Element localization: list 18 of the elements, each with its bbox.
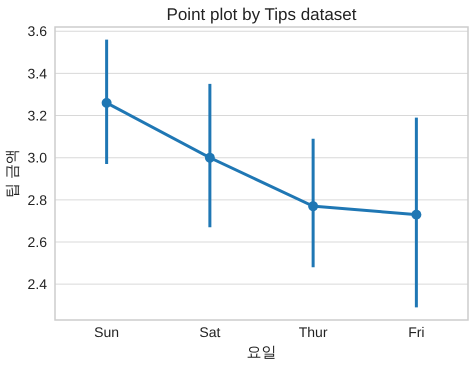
chart-title: Point plot by Tips dataset [166, 5, 357, 24]
y-tick-label: 3.4 [28, 65, 48, 82]
point [102, 98, 112, 108]
x-tick-label: Sun [94, 324, 120, 340]
y-tick-label: 3.2 [28, 108, 48, 124]
y-axis-title: 팁 금액 [4, 148, 21, 198]
point [411, 210, 422, 220]
y-tick-label: 2.8 [28, 192, 48, 208]
x-tick-label: Thur [298, 324, 328, 340]
x-axis-title: 요일 [246, 344, 276, 361]
point [308, 201, 318, 212]
y-tick-label: 2.4 [28, 276, 48, 292]
x-tick-label: Sat [199, 324, 220, 340]
y-tick-label: 3.0 [28, 150, 48, 166]
point [204, 152, 215, 163]
x-tick-label: Fri [408, 324, 425, 340]
y-tick-label: 2.6 [28, 234, 48, 250]
y-tick-label: 3.6 [28, 23, 48, 40]
